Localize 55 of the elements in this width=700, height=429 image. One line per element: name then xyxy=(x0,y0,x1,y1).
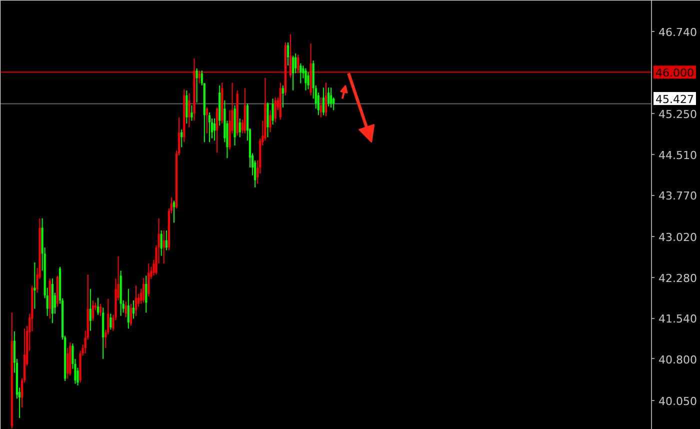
candlestick xyxy=(322,87,325,116)
y-tick-label: 43.770 xyxy=(658,190,697,203)
candlestick xyxy=(92,300,94,322)
candlestick xyxy=(324,82,328,117)
candlestick xyxy=(148,263,150,298)
candlestick xyxy=(186,90,188,124)
y-tick-label: 45.250 xyxy=(658,108,697,122)
candlestick xyxy=(216,106,218,154)
candlestick xyxy=(208,112,211,143)
y-tick-label: 40.050 xyxy=(658,394,697,408)
y-tick-label: 44.510 xyxy=(658,148,697,162)
ref-line-label: 45.427 xyxy=(656,93,694,106)
candlestick xyxy=(188,92,190,128)
candlestick xyxy=(110,313,112,330)
y-tick-label: 43.020 xyxy=(658,231,697,244)
y-tick-label: 41.540 xyxy=(658,312,697,326)
candlestick xyxy=(190,104,193,122)
candlestick xyxy=(172,200,176,224)
candlestick xyxy=(307,72,310,90)
candlestick xyxy=(206,106,208,134)
candlestick xyxy=(127,288,130,330)
candlestick xyxy=(286,42,290,66)
candlestick xyxy=(196,68,198,104)
candlestick xyxy=(130,303,132,326)
candlestick xyxy=(142,277,145,304)
candlestick xyxy=(162,230,165,264)
ref-line-label: 46.000 xyxy=(656,66,694,80)
candlestick xyxy=(180,129,183,148)
candlestick xyxy=(132,300,135,320)
candlestick xyxy=(89,288,92,332)
candlestick xyxy=(297,54,300,74)
candlestick xyxy=(145,275,148,314)
candlestick xyxy=(165,230,168,251)
candlestick xyxy=(292,55,294,91)
candlestick xyxy=(274,97,276,123)
candlestick xyxy=(124,301,127,318)
y-tick-label: 46.740 xyxy=(658,26,697,39)
candlestick xyxy=(100,303,102,316)
candlestick xyxy=(214,118,216,142)
candlestick xyxy=(320,97,322,118)
candlestick xyxy=(134,285,138,316)
candlestick xyxy=(304,68,307,91)
candlestick xyxy=(238,118,241,138)
candlestick xyxy=(272,98,274,126)
candlestick xyxy=(282,84,284,108)
y-tick-label: 42.280 xyxy=(658,272,697,285)
candlestick xyxy=(269,110,272,133)
candlestick xyxy=(327,87,330,107)
candlestick xyxy=(300,62,302,84)
candlestick xyxy=(330,87,332,108)
candlestick xyxy=(290,34,292,78)
y-tick-label: 40.800 xyxy=(658,353,697,366)
candlestick xyxy=(266,102,269,138)
candlestick xyxy=(96,297,100,316)
candlestick xyxy=(160,230,162,256)
